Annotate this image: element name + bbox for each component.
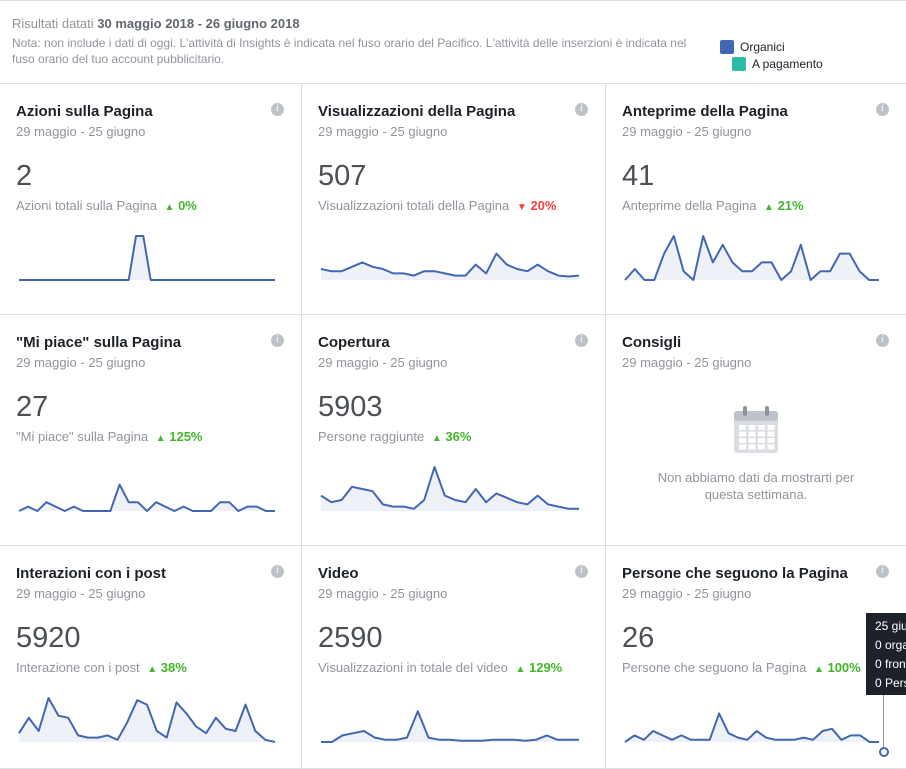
legend-organic: Organici <box>720 38 823 55</box>
change-indicator: ▲ 125% <box>155 429 203 444</box>
card-persone-che-seguono-la-pagina[interactable]: Persone che seguono la Pagina 29 maggio -… <box>606 546 906 769</box>
card-azioni-sulla-pagina[interactable]: Azioni sulla Pagina 29 maggio - 25 giugno… <box>0 84 302 315</box>
sparkline-area <box>19 698 275 742</box>
sparkline-chart <box>624 235 879 281</box>
change-indicator: ▲ 21% <box>764 198 804 213</box>
card-date: 29 maggio - 25 giugno <box>318 586 448 601</box>
calendar-icon <box>734 406 778 453</box>
info-icon[interactable]: i <box>575 565 588 578</box>
card-title: Anteprime della Pagina <box>622 103 788 120</box>
sparkline-chart <box>18 483 275 512</box>
change-indicator: ▼ 20% <box>516 198 557 213</box>
card-date: 29 maggio - 25 giugno <box>318 355 448 370</box>
date-range: Risultati datati 30 maggio 2018 - 26 giu… <box>12 16 300 31</box>
sparkline-chart <box>321 710 579 743</box>
metric-value: 2 <box>16 160 33 192</box>
card-consigli[interactable]: Consigli 29 maggio - 25 giugno i Non abbia… <box>606 315 906 546</box>
sparkline-line <box>18 483 275 512</box>
card-copertura[interactable]: Copertura 29 maggio - 25 giugno i 5903 Perso… <box>302 315 606 546</box>
card-title: Consigli <box>622 334 682 351</box>
info-icon[interactable]: i <box>876 565 889 578</box>
sparkline-line <box>18 697 276 743</box>
metric-value: 26 <box>622 622 655 654</box>
results-header: Risultati datati 30 maggio 2018 - 26 giu… <box>0 0 906 84</box>
sparkline-chart <box>19 235 275 281</box>
card-title: Visualizzazioni della Pagina <box>318 103 516 120</box>
card-interazioni-con-i-post[interactable]: Interazioni con i post 29 maggio - 25 giu… <box>0 546 302 769</box>
info-icon[interactable]: i <box>575 103 588 116</box>
metric-label: Persone che seguono la Pagina ▲ 100% <box>622 660 861 675</box>
sparkline-line <box>19 235 275 281</box>
card-title: Interazioni con i post <box>16 565 167 582</box>
metric-value: 5920 <box>16 622 81 654</box>
card-title: Persone che seguono la Pagina <box>622 565 848 582</box>
change-indicator: ▲ 129% <box>515 660 563 675</box>
paid-swatch <box>732 56 746 71</box>
change-indicator: ▲ 0% <box>164 198 197 213</box>
change-indicator: ▲ 100% <box>813 660 861 675</box>
metric-label: Persone raggiunte ▲ 36% <box>318 429 472 444</box>
info-icon[interactable]: i <box>271 334 284 347</box>
sparkline-line <box>624 712 879 743</box>
metric-value: 5903 <box>318 391 383 423</box>
metric-label: Interazione con i post ▲ 38% <box>16 660 187 675</box>
info-icon[interactable]: i <box>876 103 889 116</box>
sparkline-line <box>320 466 579 510</box>
sparkline-line <box>320 252 580 278</box>
card-date: 29 maggio - 25 giugno <box>622 586 752 601</box>
change-indicator: ▲ 36% <box>431 429 472 444</box>
card-video[interactable]: Video 29 maggio - 25 giugno i 2590 Visualizz… <box>302 546 606 769</box>
change-indicator: ▲ 38% <box>147 660 187 675</box>
sparkline-chart <box>320 252 580 280</box>
sparkline-area <box>321 253 579 280</box>
sparkline-chart <box>320 466 579 511</box>
card-title: "Mi piace" sulla Pagina <box>16 334 182 351</box>
info-icon[interactable]: i <box>876 334 889 347</box>
tooltip-point <box>879 747 889 757</box>
sparkline-area <box>19 484 275 511</box>
info-icon[interactable]: i <box>575 334 588 347</box>
card-visualizzazioni-della-pagina[interactable]: Visualizzazioni della Pagina 29 maggio - … <box>302 84 606 315</box>
info-icon[interactable]: i <box>271 103 284 116</box>
chart-tooltip: 25 giugno 0 organici 0 fronte 0 Persone <box>866 613 906 695</box>
card-title: Azioni sulla Pagina <box>16 103 153 120</box>
tooltip-line <box>883 695 884 752</box>
card-date: 29 maggio - 25 giugno <box>622 124 752 139</box>
empty-state: Non abbiamo dati da mostrarti per questa… <box>606 405 906 503</box>
card-date: 29 maggio - 25 giugno <box>16 586 146 601</box>
card-title: Copertura <box>318 334 390 351</box>
card-mi-piace-sulla-pagina[interactable]: "Mi piace" sulla Pagina 29 maggio - 25 gi… <box>0 315 302 546</box>
metric-label: Azioni totali sulla Pagina ▲ 0% <box>16 198 197 213</box>
sparkline-chart <box>18 697 276 743</box>
card-date: 29 maggio - 25 giugno <box>318 124 448 139</box>
metric-label: Visualizzazioni in totale del video ▲ 12… <box>318 660 563 675</box>
empty-message: Non abbiamo dati da mostrarti per questa… <box>657 470 855 502</box>
organic-swatch <box>720 39 734 54</box>
timezone-note: Nota: non include i dati di oggi. L'atti… <box>12 36 687 66</box>
metric-label: Visualizzazioni totali della Pagina ▼ 20… <box>318 198 557 213</box>
sparkline-chart <box>624 712 879 743</box>
legend-paid: A pagamento <box>732 55 823 72</box>
card-title: Video <box>318 565 359 582</box>
insights-grid: Azioni sulla Pagina 29 maggio - 25 giugno… <box>0 84 906 769</box>
card-date: 29 maggio - 25 giugno <box>16 355 146 370</box>
metric-label: "Mi piace" sulla Pagina ▲ 125% <box>16 429 203 444</box>
sparkline-line <box>624 235 879 281</box>
metric-label: Anteprime della Pagina ▲ 21% <box>622 198 804 213</box>
metric-value: 41 <box>622 160 655 192</box>
card-date: 29 maggio - 25 giugno <box>16 124 146 139</box>
sparkline-line <box>321 710 579 743</box>
card-anteprime-della-pagina[interactable]: Anteprime della Pagina 29 maggio - 25 giu… <box>606 84 906 315</box>
legend: Organici A pagamento <box>720 38 823 72</box>
card-date: 29 maggio - 25 giugno <box>622 355 752 370</box>
info-icon[interactable]: i <box>271 565 284 578</box>
metric-value: 27 <box>16 391 49 423</box>
sparkline-area <box>321 467 579 511</box>
metric-value: 507 <box>318 160 367 192</box>
metric-value: 2590 <box>318 622 383 654</box>
